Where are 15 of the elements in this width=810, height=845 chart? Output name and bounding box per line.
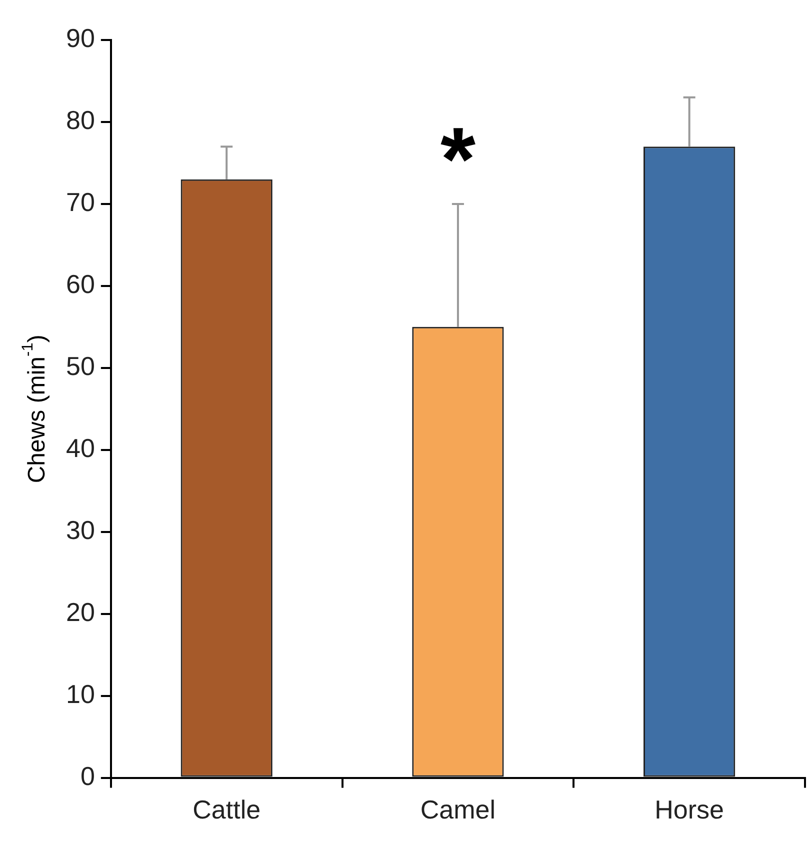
- y-tick-label: 30: [66, 515, 95, 546]
- x-tick-label: Horse: [654, 794, 724, 825]
- y-tick-label: 90: [66, 23, 95, 54]
- y-tick-label: 20: [66, 597, 95, 628]
- y-tick-label: 80: [66, 105, 95, 136]
- y-axis-title: Chews (min-1): [20, 334, 51, 484]
- annotation: *: [440, 110, 476, 210]
- y-tick-label: 0: [80, 760, 95, 791]
- x-tick-label: Camel: [420, 794, 496, 825]
- y-tick-label: 60: [66, 269, 95, 300]
- y-tick-label: 50: [66, 351, 95, 382]
- y-tick-label: 10: [66, 678, 95, 709]
- y-tick-label: 70: [66, 187, 95, 218]
- x-tick-label: Cattle: [192, 794, 261, 825]
- y-tick-label: 40: [66, 433, 95, 464]
